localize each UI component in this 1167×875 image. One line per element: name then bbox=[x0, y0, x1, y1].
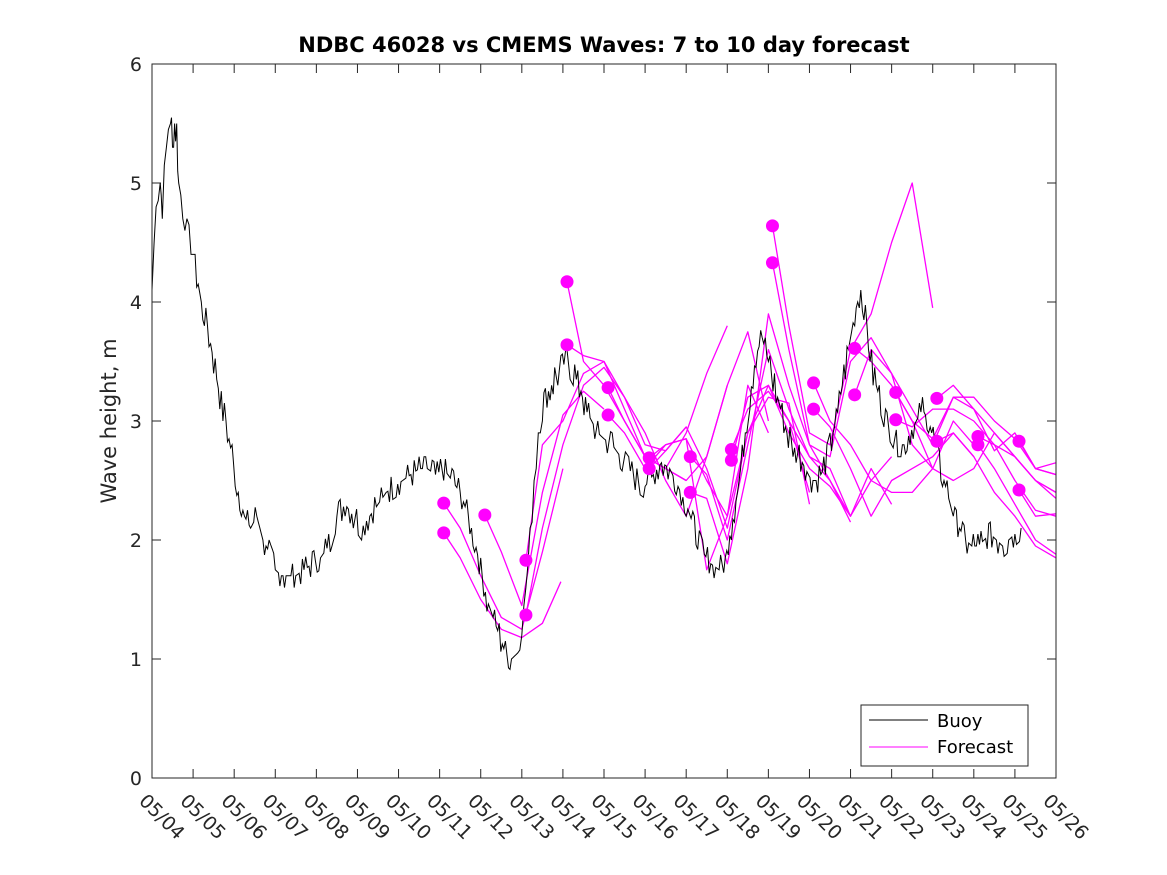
forecast-marker bbox=[765, 219, 779, 233]
forecast-marker bbox=[971, 438, 985, 452]
forecast-marker bbox=[683, 485, 697, 499]
forecast-line bbox=[1018, 489, 1056, 517]
forecast-marker bbox=[601, 408, 615, 422]
legend-forecast-label: Forecast bbox=[937, 737, 1013, 758]
forecast-line bbox=[1018, 440, 1056, 476]
forecast-marker bbox=[437, 496, 451, 510]
forecast-line bbox=[895, 392, 1056, 470]
buoy-series bbox=[152, 117, 1022, 671]
forecast-line bbox=[730, 390, 893, 517]
forecast-marker bbox=[765, 256, 779, 270]
forecast-marker bbox=[560, 275, 574, 289]
forecast-line bbox=[977, 435, 1056, 493]
y-tick-label: 5 bbox=[130, 173, 142, 195]
plot-frame bbox=[151, 63, 1057, 779]
forecast-line bbox=[484, 390, 605, 607]
forecast-marker bbox=[889, 413, 903, 427]
forecast-markers bbox=[437, 219, 1026, 622]
forecast-marker bbox=[724, 453, 738, 467]
forecast-marker bbox=[1012, 483, 1026, 497]
y-tick-label: 0 bbox=[130, 768, 142, 790]
legend: Buoy Forecast bbox=[860, 704, 1029, 767]
forecast-marker bbox=[724, 443, 738, 457]
forecast-marker bbox=[848, 388, 862, 402]
legend-box bbox=[860, 704, 1029, 767]
forecast-marker bbox=[642, 462, 656, 476]
y-tick-label: 6 bbox=[130, 54, 142, 76]
forecast-line bbox=[977, 444, 1056, 555]
forecast-marker bbox=[807, 402, 821, 416]
forecast-line bbox=[525, 366, 687, 616]
forecast-marker bbox=[1012, 434, 1026, 448]
plot-area bbox=[152, 64, 1056, 778]
forecast-marker bbox=[889, 385, 903, 399]
y-tick-label: 1 bbox=[130, 649, 142, 671]
forecast-line bbox=[730, 384, 893, 517]
forecast-marker bbox=[519, 553, 533, 567]
forecast-marker bbox=[437, 526, 451, 540]
forecast-marker bbox=[478, 508, 492, 522]
forecast-line bbox=[443, 532, 562, 639]
forecast-line bbox=[813, 408, 975, 517]
forecast-marker bbox=[683, 450, 697, 464]
y-tick-label: 2 bbox=[130, 530, 142, 552]
forecast-line bbox=[936, 432, 1056, 559]
chart-title: NDBC 46028 vs CMEMS Waves: 7 to 10 day f… bbox=[298, 33, 909, 57]
y-axis-label: Wave height, m bbox=[97, 338, 121, 503]
forecast-line bbox=[690, 313, 852, 565]
forecast-marker bbox=[601, 381, 615, 395]
forecast-line bbox=[443, 468, 564, 630]
forecast-line bbox=[771, 262, 934, 470]
legend-buoy-label: Buoy bbox=[937, 711, 983, 732]
forecast-marker bbox=[642, 451, 656, 465]
forecast-line bbox=[607, 331, 770, 482]
forecast-marker bbox=[848, 341, 862, 355]
forecast-marker bbox=[807, 376, 821, 390]
forecast-marker bbox=[560, 338, 574, 352]
forecast-line bbox=[566, 344, 728, 517]
forecast-marker bbox=[930, 391, 944, 405]
forecast-line bbox=[895, 408, 1056, 517]
forecast-marker bbox=[930, 434, 944, 448]
y-tick-label: 4 bbox=[130, 292, 142, 314]
forecast-marker bbox=[519, 608, 533, 622]
y-axis: 0 1 2 3 4 5 6 bbox=[130, 54, 1056, 790]
y-tick-label: 3 bbox=[130, 411, 142, 433]
buoy-line bbox=[152, 117, 1022, 671]
